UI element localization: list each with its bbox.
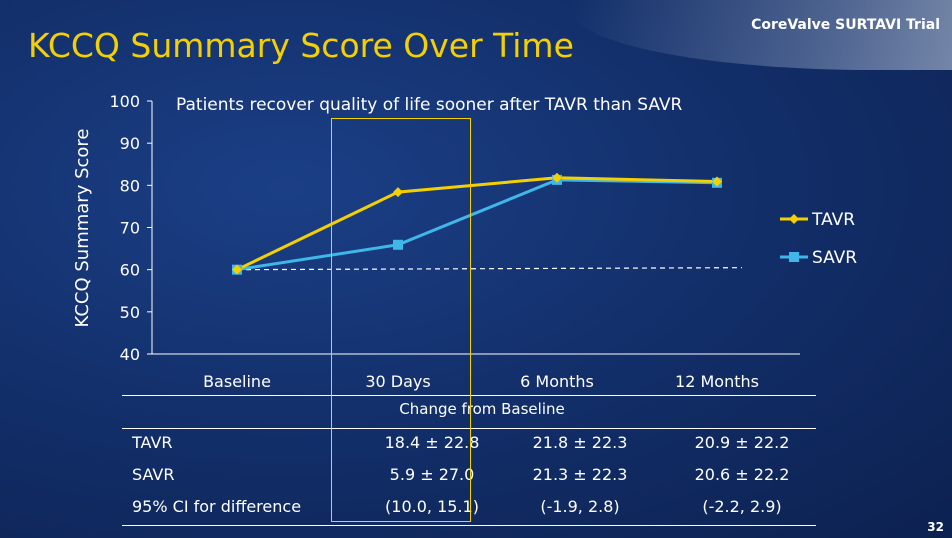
table-cell: (-2.2, 2.9) — [702, 497, 782, 516]
slide-title: KCCQ Summary Score Over Time — [28, 26, 574, 65]
y-tick-label: 60 — [120, 261, 140, 280]
legend-marker-tavr — [789, 214, 799, 224]
table-row-ci: 95% CI for difference (10.0, 15.1) (-1.9… — [122, 497, 816, 521]
trial-brand: CoreValve SURTAVI Trial — [751, 17, 940, 33]
data-point-tavr — [393, 187, 403, 198]
series-line-savr — [236, 178, 718, 272]
table-row-tavr: TAVR 18.4 ± 22.8 21.8 ± 22.3 20.9 ± 22.2 — [122, 433, 816, 457]
x-tick-label: 6 Months — [520, 372, 594, 391]
page-number: 32 — [927, 520, 944, 534]
x-tick-label: 12 Months — [675, 372, 759, 391]
table-cell: 21.8 ± 22.3 — [532, 433, 628, 452]
data-point-tavr — [552, 172, 562, 183]
table-header-rule — [122, 428, 816, 429]
chart-title: Patients recover quality of life sooner … — [176, 95, 683, 115]
row-label: TAVR — [132, 433, 173, 452]
table-top-rule — [122, 395, 816, 396]
y-tick-label: 50 — [120, 303, 140, 322]
table-bottom-rule — [122, 525, 816, 526]
y-tick-label: 40 — [120, 345, 140, 364]
table-row-savr: SAVR 5.9 ± 27.0 21.3 ± 22.3 20.6 ± 22.2 — [122, 465, 816, 489]
x-tick-label: Baseline — [203, 372, 271, 391]
legend-marker-savr — [789, 252, 799, 262]
table-caption: Change from Baseline — [399, 400, 565, 418]
y-tick-label: 90 — [120, 134, 140, 153]
row-label: SAVR — [132, 465, 175, 484]
table-cell: 18.4 ± 22.8 — [384, 433, 480, 452]
series-line-tavr — [236, 176, 718, 272]
y-tick-label: 100 — [109, 92, 140, 111]
table-cell: 5.9 ± 27.0 — [389, 465, 475, 484]
table-cell: 20.6 ± 22.2 — [694, 465, 790, 484]
data-point-tavr — [712, 176, 722, 187]
table-cell: 21.3 ± 22.3 — [532, 465, 628, 484]
y-axis-label: KCCQ Summary Score — [72, 129, 93, 328]
table-cell: 20.9 ± 22.2 — [694, 433, 790, 452]
30-days-highlight-box — [331, 118, 471, 522]
baseline-reference-line — [236, 267, 743, 271]
legend-label-savr: SAVR — [812, 248, 857, 268]
data-point-savr — [393, 239, 403, 250]
y-tick-label: 70 — [120, 219, 140, 238]
data-point-tavr — [232, 264, 242, 275]
x-tick-label: 30 Days — [365, 372, 430, 391]
table-cell: (10.0, 15.1) — [385, 497, 479, 516]
row-label: 95% CI for difference — [132, 497, 302, 516]
y-tick-label: 80 — [120, 176, 140, 195]
table-cell: (-1.9, 2.8) — [540, 497, 620, 516]
legend-label-tavr: TAVR — [811, 210, 855, 230]
